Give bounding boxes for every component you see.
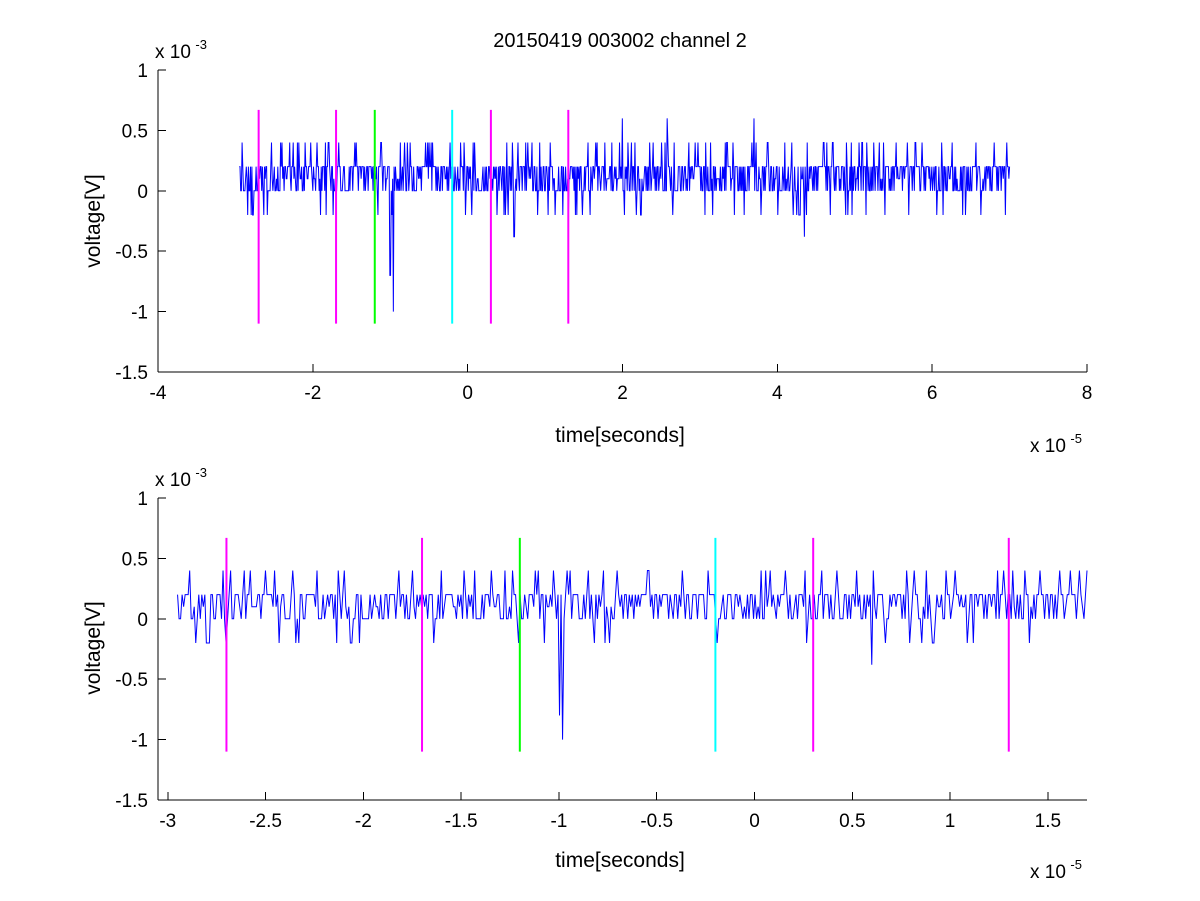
top-y-scale-exp: -3 — [195, 37, 207, 52]
bottom-x-tick-label-9: 1.5 — [1035, 811, 1061, 832]
top-y-tick-label-3: 0 — [137, 182, 148, 203]
bottom-x-tick-label-1: -2.5 — [249, 811, 282, 832]
top-y-tick-label-0: -1.5 — [115, 363, 148, 384]
top-x-tick-label-4: 4 — [772, 383, 783, 404]
top-y-tick-label-2: -0.5 — [115, 242, 148, 263]
bottom-y-tick-label-4: 0.5 — [122, 549, 148, 570]
top-subplot: -4 -2 0 2 4 6 8 -1.5 -1 -0.5 0 0.5 1 time[seconds] v… — [82, 37, 1092, 457]
bottom-y-axis-label: voltage[V] — [82, 601, 105, 694]
top-x-tick-label-5: 6 — [927, 383, 938, 404]
top-x-tick-label-1: -2 — [304, 383, 321, 404]
top-marker-layer — [257, 109, 570, 324]
top-y-tick-label-1: -1 — [131, 303, 148, 324]
bottom-x-tick-label-5: -0.5 — [640, 811, 673, 832]
bottom-x-tick-label-7: 0.5 — [839, 811, 865, 832]
top-x-scale-label: x 10 -5 — [1030, 431, 1082, 457]
bottom-y-tick-label-1: -1 — [131, 731, 148, 752]
bottom-signal-layer — [177, 569, 1088, 740]
top-x-tick-label-0: -4 — [150, 383, 167, 404]
top-axes — [157, 70, 1087, 373]
top-y-tick-label-5: 1 — [137, 61, 148, 82]
bottom-x-axis-label: time[seconds] — [555, 849, 685, 872]
top-signal-trace — [239, 118, 1011, 312]
bottom-x-tick-label-4: -1 — [550, 811, 567, 832]
top-x-scale-base: x 10 — [1030, 436, 1066, 457]
bottom-y-tick-label-2: -0.5 — [115, 670, 148, 691]
top-x-tick-label-6: 8 — [1082, 383, 1093, 404]
top-x-axis-label: time[seconds] — [555, 424, 685, 447]
bottom-axes — [157, 498, 1087, 801]
top-signal-layer — [239, 118, 1011, 312]
top-y-scale-base: x 10 — [155, 42, 191, 63]
top-x-scale-exp: -5 — [1070, 431, 1082, 446]
bottom-x-tick-label-3: -1.5 — [445, 811, 478, 832]
bottom-ticks: -3 -2.5 -2 -1.5 -1 -0.5 0 0.5 1 1.5 -1.5 -1 -0.5 0 0.5… — [115, 489, 1061, 832]
bottom-x-tick-label-6: 0 — [749, 811, 760, 832]
top-x-tick-label-2: 0 — [462, 383, 473, 404]
bottom-subplot: -3 -2.5 -2 -1.5 -1 -0.5 0 0.5 1 1.5 -1.5 -1 -0.5 0 0.5… — [82, 465, 1088, 883]
top-ticks: -4 -2 0 2 4 6 8 -1.5 -1 -0.5 0 0.5 1 — [115, 61, 1092, 404]
bottom-x-scale-base: x 10 — [1030, 862, 1066, 883]
bottom-y-scale-label: x 10 -3 — [155, 465, 207, 491]
bottom-y-scale-exp: -3 — [195, 465, 207, 480]
bottom-marker-layer — [225, 537, 1010, 752]
top-x-tick-label-3: 2 — [617, 383, 628, 404]
bottom-y-tick-label-3: 0 — [137, 610, 148, 631]
bottom-x-scale-label: x 10 -5 — [1030, 857, 1082, 883]
bottom-y-tick-label-0: -1.5 — [115, 791, 148, 812]
bottom-y-tick-label-5: 1 — [137, 489, 148, 510]
bottom-x-tick-label-0: -3 — [159, 811, 176, 832]
top-y-tick-label-4: 0.5 — [122, 121, 148, 142]
bottom-x-tick-label-2: -2 — [355, 811, 372, 832]
bottom-signal-trace — [177, 569, 1088, 740]
bottom-y-scale-base: x 10 — [155, 470, 191, 491]
bottom-x-tick-label-8: 1 — [945, 811, 956, 832]
bottom-x-scale-exp: -5 — [1070, 857, 1082, 872]
figure-title: 20150419 003002 channel 2 — [493, 30, 747, 52]
top-y-axis-label: voltage[V] — [82, 174, 105, 267]
top-y-scale-label: x 10 -3 — [155, 37, 207, 63]
